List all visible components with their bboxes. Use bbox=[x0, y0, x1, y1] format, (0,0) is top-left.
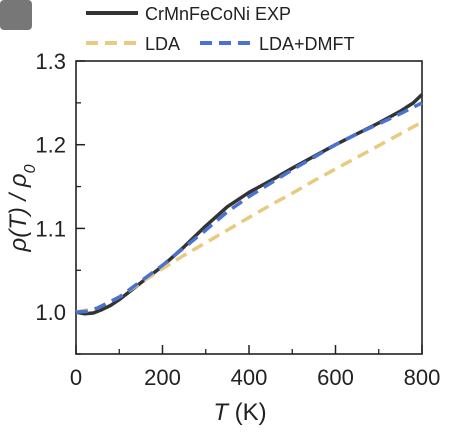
plot-frame bbox=[75, 60, 423, 355]
y-tick-label: 1.2 bbox=[35, 133, 66, 158]
y-axis-title-text: ρ(T) / ρ bbox=[5, 173, 32, 252]
legend-label-exp: CrMnFeCoNi EXP bbox=[145, 4, 291, 24]
x-tick-label: 400 bbox=[231, 365, 268, 390]
panel-marker bbox=[0, 0, 32, 30]
x-axis-title-symbol: T bbox=[213, 399, 230, 426]
y-tick-label: 1.3 bbox=[35, 49, 66, 74]
y-axis-title-subscript: 0 bbox=[22, 164, 39, 173]
x-tick-label: 200 bbox=[144, 365, 181, 390]
legend: CrMnFeCoNi EXP LDA LDA+DMFT bbox=[86, 4, 355, 54]
series-lda-dmft-line bbox=[75, 101, 423, 314]
axis-ticks bbox=[75, 60, 423, 355]
y-tick-label: 1.1 bbox=[35, 216, 66, 241]
y-axis-title: ρ(T) / ρ0 bbox=[5, 164, 39, 252]
x-axis-title-unit: (K) bbox=[235, 399, 267, 426]
x-tick-label: 800 bbox=[404, 365, 441, 390]
legend-label-lda: LDA bbox=[145, 34, 180, 54]
legend-label-dmft: LDA+DMFT bbox=[259, 34, 355, 54]
data-series bbox=[75, 93, 424, 316]
series-lda-line bbox=[75, 120, 423, 314]
y-tick-label: 1.0 bbox=[35, 300, 66, 325]
x-tick-label: 0 bbox=[70, 365, 82, 390]
axis-tick-labels: 0 200 400 600 800 1.0 1.1 1.2 1.3 bbox=[35, 49, 440, 390]
svg-text:ρ(T) / ρ0: ρ(T) / ρ0 bbox=[5, 164, 39, 252]
x-tick-label: 600 bbox=[317, 365, 354, 390]
x-axis-title: T (K) bbox=[213, 399, 266, 426]
